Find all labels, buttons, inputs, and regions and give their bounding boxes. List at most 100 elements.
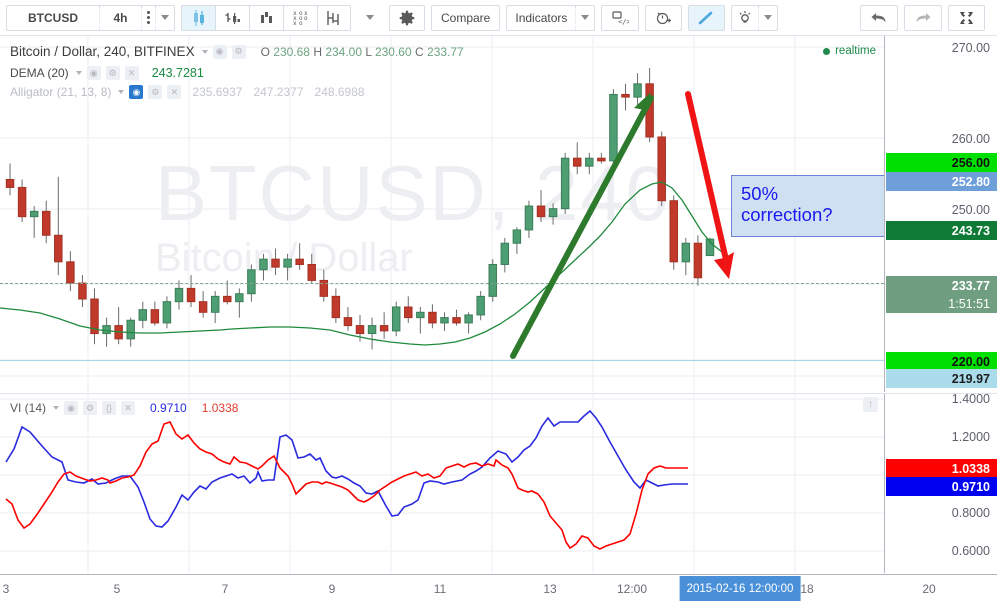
symbol-input[interactable]: BTCUSD [28,10,78,25]
idea-group [731,4,779,31]
symbol-interval-group: BTCUSD 4h [6,4,175,31]
dema-close-icon[interactable]: ✕ [124,66,139,80]
time-axis-highlight: 2015-02-16 12:00:00 [679,576,801,601]
svg-text:</>: </> [618,18,629,26]
time-tick-3: 3 [2,582,10,596]
text-annotation[interactable]: 50% correction? [731,175,884,237]
time-tick-20: 20 [922,582,936,596]
price-badge-243: 243.73 [886,221,997,240]
vi-legend: VI (14) ◉ ⚙ {} ✕ 0.9710 1.0338 [10,401,238,415]
lightbulb-icon[interactable] [732,6,758,30]
annotation-line-2: correction? [741,204,833,226]
ohlc-c-key: C [415,44,424,59]
down-trend-arrow-shaft [685,91,730,267]
price-badge-233: 233.77 [886,276,997,295]
support-level-line [0,360,884,361]
area-chart-icon[interactable] [249,4,283,31]
alligator-close-icon[interactable]: ✕ [167,85,182,99]
annotation-line-1: 50% [741,183,779,204]
interval-button[interactable]: 4h [99,5,141,30]
vi-tick-12: 1.2000 [951,430,990,444]
dema-visibility-eye-icon[interactable]: ◉ [86,66,101,80]
svg-text:o: o [304,15,308,22]
vi-visibility-eye-icon[interactable]: ◉ [64,401,79,415]
main-legend-chevron-down-icon[interactable] [201,49,208,54]
ohlc-o-value: 230.68 [273,44,310,59]
time-tick-1200: 12:00 [616,582,648,596]
vi-close-icon[interactable]: ✕ [121,401,136,415]
ohlc-h-value: 234.00 [325,44,363,59]
vi-grid [0,394,884,573]
svg-text:x: x [293,20,297,27]
price-badge-220: 220.00 [886,352,997,371]
vi-settings-gear-icon[interactable]: ⚙ [83,401,98,415]
time-tick-7: 7 [221,582,229,596]
brush-icon[interactable] [688,4,726,31]
alligator-title: Alligator (21, 13, 8) [10,85,112,99]
vi-series [5,409,688,550]
svg-text:x: x [293,10,297,17]
chevron-down-icon[interactable] [155,5,174,30]
vi-plus-line [5,409,688,528]
vi-value-blue: 0.9710 [150,401,187,415]
vi-value-red: 1.0338 [201,401,239,415]
vi-tick-06: 0.6000 [951,544,990,558]
vi-badge-blue: 0.9710 [886,477,997,496]
chart-area[interactable]: BTCUSD, 240 Bitcoin / Dollar Bitcoin / D… [0,36,997,604]
idea-chevron-down-icon[interactable] [758,5,777,30]
undo-icon[interactable] [860,4,898,31]
alligator-chevron-down-icon[interactable] [118,90,125,94]
alligator-settings-gear-icon[interactable]: ⚙ [148,85,163,99]
candlestick-series [0,67,723,350]
candlestick-icon[interactable] [181,4,215,31]
vi-indicator-pane[interactable]: VI (14) ◉ ⚙ {} ✕ 0.9710 1.0338 ↑ Sponsor… [0,393,884,573]
dema-settings-gear-icon[interactable]: ⚙ [105,66,120,80]
ohlc-values: O 230.68 H 234.00 L 230.60 C 233.77 [261,45,464,59]
renko-icon[interactable] [317,4,351,31]
vi-source-code-icon[interactable]: {} [102,401,117,415]
vi-tick-08: 0.8000 [951,506,990,520]
main-settings-gear-icon[interactable]: ⚙ [231,44,246,59]
price-axis[interactable]: 270.00 260.00 250.00 240.00 210.00 256.0… [884,36,997,392]
indicators-chevron-down-icon[interactable] [575,5,594,30]
price-pane[interactable]: BTCUSD, 240 Bitcoin / Dollar Bitcoin / D… [0,36,884,392]
dema-title: DEMA (20) [10,66,69,80]
indicators-button[interactable]: Indicators [515,10,568,25]
alligator-legend: Alligator (21, 13, 8) ◉ ⚙ ✕ 235.6937 247… [10,85,365,99]
vi-maximize-pane-icon[interactable]: ↑ [863,397,878,412]
indicators-group: Indicators [506,4,596,31]
current-price-line [0,283,884,284]
time-tick-11: 11 [433,582,447,596]
drawing-layer[interactable] [0,36,884,392]
time-tick-9: 9 [328,582,336,596]
price-tick-250: 250.00 [951,203,990,217]
redo-icon[interactable] [904,4,942,31]
ohlc-l-key: L [365,44,372,59]
dema-chevron-down-icon[interactable] [75,71,82,75]
vi-chevron-down-icon[interactable] [53,406,60,410]
settings-button[interactable] [389,4,425,31]
price-tick-270: 270.00 [951,41,990,55]
down-trend-arrow-head [714,252,734,279]
time-tick-18: 18 [800,582,814,596]
pine-editor-icon[interactable]: </> [601,4,640,31]
realtime-dot-icon [823,47,831,55]
price-badge-21997: 219.97 [886,369,997,388]
dema-legend: DEMA (20) ◉ ⚙ ✕ 243.7281 [10,66,204,80]
compare-button[interactable]: Compare [431,4,501,31]
svg-text:o: o [299,15,303,22]
kebab-menu-icon[interactable] [141,5,155,30]
main-visibility-eye-icon[interactable]: ◉ [212,44,227,59]
chart-type-dropdown[interactable] [357,4,383,31]
vi-axis[interactable]: 1.4000 1.2000 0.8000 0.6000 1.0338 0.971… [884,392,997,573]
bar-chart-icon[interactable] [215,4,249,31]
fullscreen-icon[interactable] [948,4,985,31]
time-axis[interactable]: 3 5 7 9 11 13 12:00 18 20 2015-02-16 12:… [0,574,997,604]
svg-text:o: o [299,10,303,17]
alligator-visibility-eye-icon[interactable]: ◉ [129,85,144,99]
up-trend-arrow-head [634,92,651,122]
alarm-add-icon[interactable] [645,4,683,31]
dema-value: 243.7281 [151,66,204,80]
